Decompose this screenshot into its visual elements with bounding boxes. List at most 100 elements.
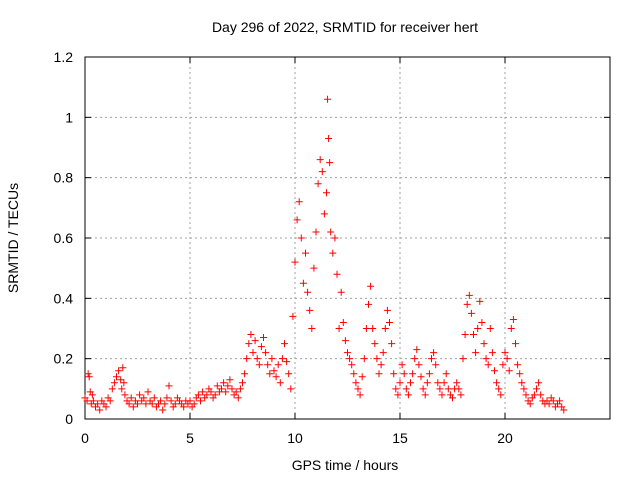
data-point (115, 367, 123, 375)
data-point (213, 382, 221, 390)
data-point (268, 355, 276, 363)
data-point (509, 315, 517, 323)
data-point (350, 370, 358, 378)
data-point (383, 306, 391, 314)
data-point (499, 361, 507, 369)
data-point (354, 385, 362, 393)
data-point (199, 388, 207, 396)
data-point (234, 394, 242, 402)
data-point (425, 370, 433, 378)
data-point (247, 331, 255, 339)
data-point (459, 355, 467, 363)
data-point (442, 370, 450, 378)
data-point (386, 318, 393, 326)
data-point (428, 355, 435, 363)
data-point (136, 391, 144, 399)
data-point (522, 391, 530, 399)
data-point (520, 385, 528, 393)
data-point (467, 309, 475, 317)
data-point (417, 373, 425, 381)
data-point (434, 379, 442, 387)
data-point (535, 379, 543, 387)
y-tick-label: 1 (65, 109, 73, 125)
data-point (453, 379, 461, 387)
data-point (339, 318, 347, 326)
data-point (281, 340, 288, 348)
y-tick-label: 0.2 (54, 351, 74, 367)
data-point (197, 397, 204, 405)
data-point (377, 361, 385, 369)
data-point (102, 403, 110, 411)
data-point (249, 349, 257, 357)
data-point (491, 367, 498, 375)
data-point (129, 403, 137, 411)
data-point (243, 355, 251, 363)
y-tick-label: 0.4 (54, 290, 74, 306)
data-point (400, 370, 408, 378)
data-point (331, 234, 339, 242)
data-point (472, 349, 480, 357)
data-point (165, 382, 173, 390)
data-point (308, 325, 316, 332)
data-point (478, 318, 486, 326)
data-point (392, 385, 400, 393)
data-point (287, 385, 295, 393)
data-point (289, 312, 297, 320)
data-point (251, 337, 259, 345)
data-point (486, 325, 494, 332)
data-point (360, 355, 368, 363)
data-point (264, 361, 272, 369)
data-point (194, 391, 202, 399)
data-point (394, 391, 402, 399)
data-point (327, 228, 335, 236)
y-tick-label: 0 (65, 411, 73, 427)
data-point (423, 379, 431, 387)
data-point (346, 355, 354, 363)
data-point (253, 355, 261, 363)
data-point (310, 264, 318, 272)
data-point (413, 346, 421, 354)
data-point (118, 385, 126, 393)
data-point (501, 349, 509, 357)
data-point (113, 373, 120, 381)
data-point (203, 391, 211, 399)
data-point (344, 349, 351, 357)
data-point (537, 391, 545, 399)
data-point (438, 391, 446, 399)
data-point (144, 388, 152, 396)
data-point (365, 300, 372, 308)
data-point (262, 349, 270, 357)
data-point (560, 406, 568, 414)
data-point (180, 403, 188, 411)
axis-ticks: 0 5 10 15 20 0 0.2 0.4 0.6 0.8 1 1.2 (54, 49, 610, 446)
data-point (163, 394, 171, 402)
data-point (530, 391, 538, 399)
data-point (171, 400, 179, 408)
data-point (493, 379, 501, 387)
data-point (88, 391, 96, 399)
data-point (326, 159, 334, 167)
data-point (455, 385, 463, 393)
data-point (120, 379, 128, 387)
data-point (96, 406, 104, 414)
data-point (461, 331, 469, 339)
data-point (352, 379, 360, 387)
y-tick-label: 0.8 (54, 170, 74, 186)
data-point (333, 270, 341, 278)
data-point (369, 325, 377, 332)
data-point (110, 379, 118, 387)
data-point (239, 379, 246, 387)
data-point (94, 400, 102, 408)
data-point (228, 385, 236, 393)
data-point (329, 249, 337, 257)
data-point (84, 370, 92, 378)
data-point (497, 391, 505, 399)
data-point (134, 400, 141, 408)
grid (85, 57, 610, 419)
y-tick-label: 0.6 (54, 230, 74, 246)
data-point (117, 376, 125, 384)
data-point (421, 391, 429, 399)
data-point (220, 379, 228, 387)
data-series (81, 95, 568, 414)
data-point (150, 394, 158, 402)
